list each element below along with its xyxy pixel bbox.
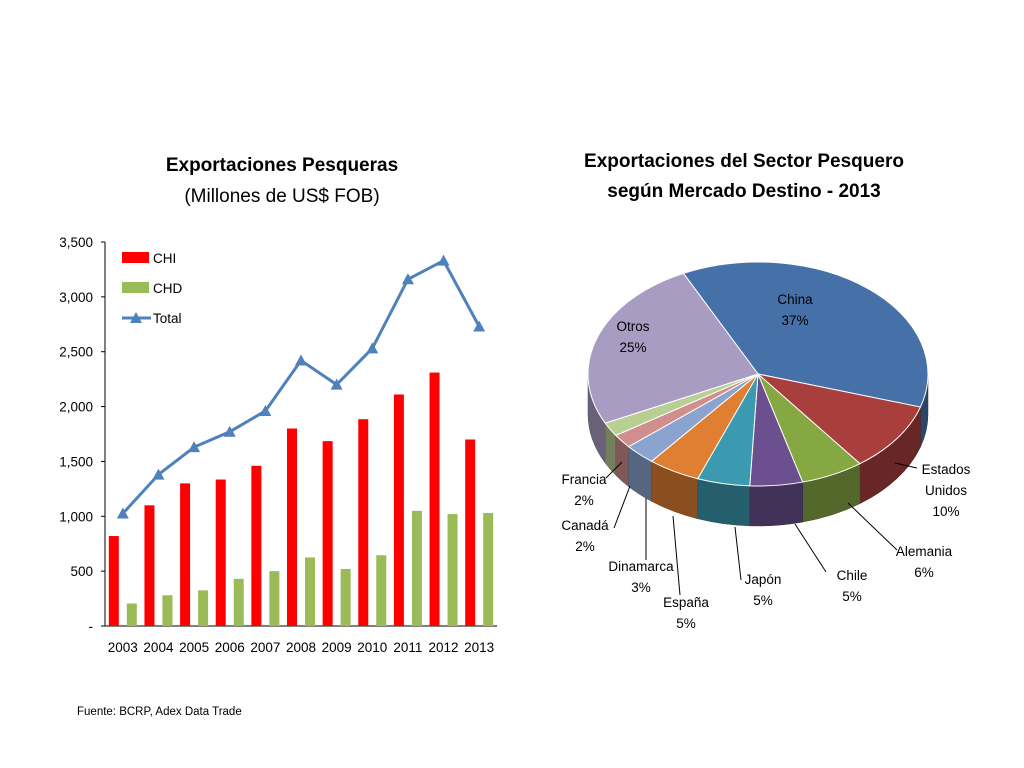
legend-marker-total xyxy=(130,312,142,323)
bar-chi xyxy=(429,372,440,626)
x-tick-label: 2006 xyxy=(215,640,245,655)
x-tick-label: 2007 xyxy=(250,640,280,655)
total-point xyxy=(437,254,450,266)
pie-chart-title-line2: según Mercado Destino - 2013 xyxy=(607,181,880,202)
y-tick-label: 1,000 xyxy=(59,509,93,524)
bar-chd xyxy=(411,510,422,626)
pie-slice-estados xyxy=(756,373,922,465)
bar-chi xyxy=(393,394,404,626)
x-tick-label: 2008 xyxy=(286,640,316,655)
bar-chi xyxy=(215,479,226,626)
pie-side-chile xyxy=(749,481,803,527)
legend-label-total: Total xyxy=(153,311,182,326)
y-tick-label: 2,000 xyxy=(59,400,93,415)
pie-leader-alemania xyxy=(847,502,898,551)
y-tick-label: 500 xyxy=(70,564,93,579)
total-point xyxy=(473,320,486,332)
pie-label-canadá: Canadá xyxy=(561,518,609,533)
bar-chi xyxy=(358,419,369,626)
pie-label-estados: Estados xyxy=(922,462,971,477)
x-tick-label: 2010 xyxy=(357,640,387,655)
bar-chi xyxy=(287,428,297,626)
total-point xyxy=(188,441,201,453)
legend-swatch-chi xyxy=(122,252,149,263)
bar-chd xyxy=(340,568,351,626)
total-point xyxy=(152,468,165,480)
bar-chi xyxy=(465,439,476,626)
pie-label-china: China xyxy=(777,292,813,307)
y-tick-label: - xyxy=(89,619,94,634)
source-note: Fuente: BCRP, Adex Data Trade xyxy=(77,706,242,718)
legend-label-chi: CHI xyxy=(153,251,176,266)
pie-label2-estados: Unidos xyxy=(925,483,967,498)
pie-label-francia: Francia xyxy=(561,472,607,487)
pie-chart-title-line1: Exportaciones del Sector Pesquero xyxy=(584,151,904,172)
x-tick-label: 2011 xyxy=(393,640,422,655)
pie-pct-chile: 5% xyxy=(842,589,862,604)
pie-leader-japón xyxy=(734,526,742,581)
bar-chd xyxy=(305,557,315,626)
y-tick-label: 3,500 xyxy=(59,235,93,250)
pie-pct-alemania: 6% xyxy=(914,565,934,580)
total-point xyxy=(401,273,414,285)
pie-label-dinamarca: Dinamarca xyxy=(608,559,674,574)
pie-label-japón: Japón xyxy=(745,572,782,587)
pie-pct-otros: 25% xyxy=(619,340,646,355)
legend-swatch-chd xyxy=(122,282,149,293)
y-tick-label: 1,500 xyxy=(59,454,93,469)
bar-chd xyxy=(447,514,458,626)
pie-pct-china: 37% xyxy=(781,313,808,328)
x-tick-label: 2004 xyxy=(143,640,174,655)
pie-pct-japón: 5% xyxy=(753,593,773,608)
bar-chi xyxy=(180,483,191,626)
pie-slice-china xyxy=(682,261,929,408)
x-tick-label: 2003 xyxy=(108,640,138,655)
legend-label-chd: CHD xyxy=(153,281,182,296)
x-tick-label: 2009 xyxy=(322,640,352,655)
pie-pct-españa: 5% xyxy=(676,616,696,631)
x-tick-label: 2012 xyxy=(429,640,459,655)
pie-leader-francia xyxy=(605,461,623,479)
bar-chart-subtitle: (Millones de US$ FOB) xyxy=(184,186,379,207)
pie-leader-chile xyxy=(794,523,827,573)
pie-label-otros: Otros xyxy=(616,319,649,334)
bar-chi xyxy=(108,536,119,626)
total-point xyxy=(223,425,236,437)
total-point xyxy=(116,507,129,519)
bar-chd xyxy=(269,571,280,626)
pie-slice-otros xyxy=(587,272,759,424)
pie-pct-dinamarca: 3% xyxy=(631,580,651,595)
bar-chi xyxy=(322,441,333,626)
pie-label-alemania: Alemania xyxy=(896,544,953,559)
bar-chd xyxy=(162,595,173,626)
total-point xyxy=(330,378,343,390)
x-tick-label: 2005 xyxy=(179,640,209,655)
bar-chd xyxy=(198,590,209,626)
pie-label-españa: España xyxy=(663,595,709,610)
total-point xyxy=(366,342,379,354)
y-tick-label: 3,000 xyxy=(59,290,93,305)
x-tick-label: 2013 xyxy=(464,640,494,655)
pie-pct-estados: 10% xyxy=(932,504,959,519)
y-tick-label: 2,500 xyxy=(59,345,93,360)
pie-leader-canadá xyxy=(613,485,631,529)
bar-chi xyxy=(251,465,262,626)
bar-chart-title: Exportaciones Pesqueras xyxy=(166,155,398,176)
pie-pct-canadá: 2% xyxy=(575,539,595,554)
pie-leader-españa xyxy=(672,515,681,596)
pie-label-chile: Chile xyxy=(837,568,868,583)
bar-chd xyxy=(126,603,137,626)
total-point xyxy=(259,404,272,416)
bar-chd xyxy=(483,512,494,626)
bar-chi xyxy=(144,505,155,626)
pie-pct-francia: 2% xyxy=(574,493,594,508)
bar-chd xyxy=(233,578,244,626)
pie-leader-estados xyxy=(894,462,918,469)
total-point xyxy=(295,354,307,366)
bar-chd xyxy=(376,555,387,626)
